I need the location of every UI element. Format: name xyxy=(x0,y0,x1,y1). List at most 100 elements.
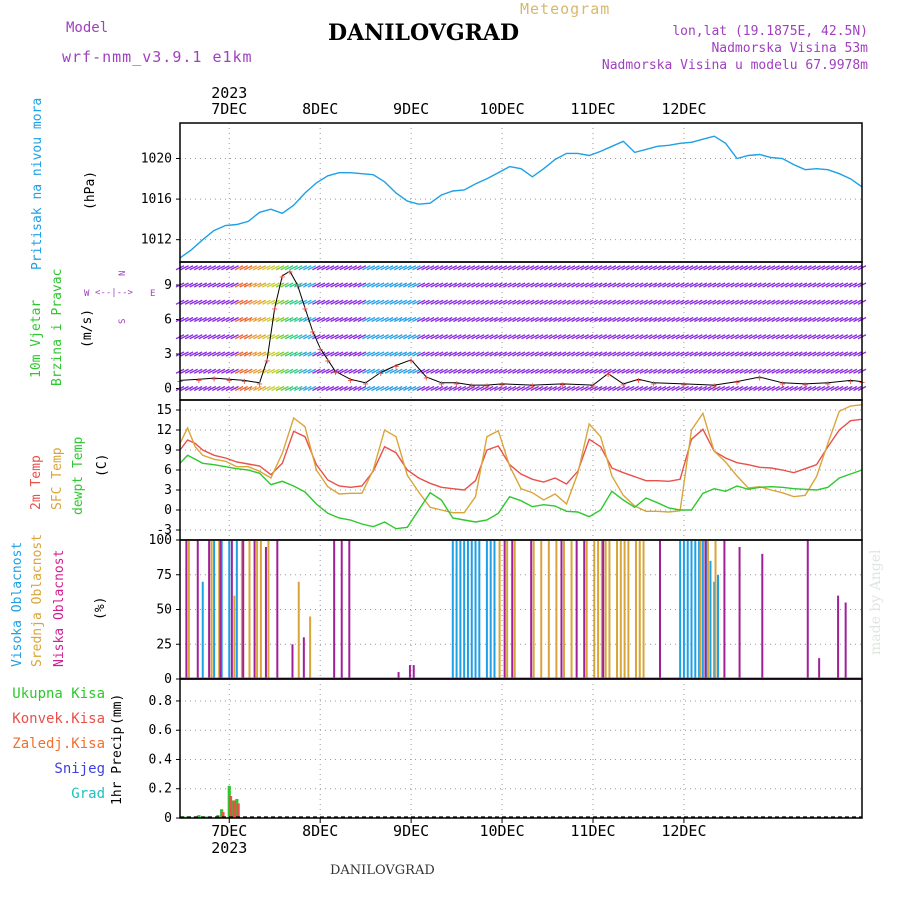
wind-barb xyxy=(207,265,217,271)
wind-barb xyxy=(389,334,398,340)
wind-barb xyxy=(748,282,758,288)
wind-speed-marker: + xyxy=(620,380,626,391)
wind-barb xyxy=(543,316,553,323)
wind-barb xyxy=(212,265,221,271)
wind-barb xyxy=(648,316,658,323)
wind-barb xyxy=(821,299,830,305)
wind-barb xyxy=(689,316,699,323)
wind-barb xyxy=(521,282,530,288)
wind-speed-marker: + xyxy=(848,376,854,387)
wind-barb xyxy=(725,368,735,374)
wind-barb xyxy=(716,334,726,340)
wind-barb xyxy=(616,316,626,323)
wind-barb xyxy=(698,368,708,374)
wind-barb xyxy=(789,282,799,288)
wind-barb xyxy=(325,299,335,305)
wind-barb xyxy=(407,368,417,374)
wind-barb xyxy=(625,351,635,357)
wind-barb xyxy=(189,265,198,271)
wind-barb xyxy=(698,351,708,357)
wind-barb xyxy=(421,385,430,392)
wind-barb xyxy=(757,368,767,374)
wind-barb xyxy=(516,368,526,374)
wind-barb xyxy=(730,368,739,374)
wind-barb xyxy=(534,385,544,392)
wind-barb xyxy=(493,351,503,357)
wind-barb xyxy=(784,299,794,305)
wind-barb xyxy=(371,316,380,323)
wind-barb xyxy=(748,316,758,323)
wind-barb xyxy=(771,299,780,305)
wind-barb xyxy=(321,265,330,271)
wind-barb xyxy=(744,265,753,271)
wind-barb xyxy=(453,316,462,323)
wind-barb xyxy=(739,299,749,305)
wind-barb xyxy=(389,316,398,323)
wind-barb xyxy=(489,282,499,288)
wind-barb xyxy=(775,282,785,288)
wind-barb xyxy=(675,316,685,323)
wind-barb xyxy=(234,351,244,357)
wind-barb xyxy=(284,299,294,305)
ytick-label-cloud: 0 xyxy=(164,672,172,687)
wind-barb xyxy=(312,351,321,357)
wind-barb xyxy=(339,351,348,357)
wind-barb xyxy=(284,265,294,271)
wind-barb xyxy=(757,385,767,392)
wind-barb xyxy=(539,265,549,271)
wind-barb xyxy=(684,316,694,323)
xtick-bottom-label: 10DEC xyxy=(479,822,524,840)
wind-barb xyxy=(753,316,762,323)
wind-barb xyxy=(621,316,630,323)
wind-barb xyxy=(453,282,462,288)
wind-barb xyxy=(675,282,685,288)
wind-barb xyxy=(234,334,244,340)
compass-w: W xyxy=(84,289,90,299)
wind-barb xyxy=(771,282,780,288)
wind-barb xyxy=(621,265,630,271)
wind-barb xyxy=(248,368,258,374)
wind-barb xyxy=(357,299,367,305)
wind-barb xyxy=(657,368,667,374)
wind-barb xyxy=(380,385,389,392)
wind-barb xyxy=(794,385,803,392)
wind-barb xyxy=(644,368,653,374)
wind-barb xyxy=(412,316,421,323)
wind-barb xyxy=(357,334,367,340)
wind-barb xyxy=(212,368,221,374)
year-top-label: 2023 xyxy=(211,84,247,102)
wind-barb xyxy=(566,334,576,340)
wind-barb xyxy=(762,282,771,288)
wind-barb xyxy=(425,282,435,288)
xtick-bottom-label: 11DEC xyxy=(570,822,615,840)
wind-barb xyxy=(844,385,853,392)
wind-barb xyxy=(193,368,203,374)
wind-barb xyxy=(212,282,221,288)
wind-barb xyxy=(425,368,435,374)
wind-barb xyxy=(362,316,371,323)
wind-barb xyxy=(343,385,353,392)
wind-barb xyxy=(662,316,671,323)
wind-barb xyxy=(234,368,244,374)
wind-barb xyxy=(225,334,235,340)
wind-barb xyxy=(598,282,608,288)
wind-barb xyxy=(562,316,571,323)
wind-barb xyxy=(634,385,644,392)
wind-barb xyxy=(571,299,580,305)
compass-e: E xyxy=(150,289,156,299)
wind-barb xyxy=(707,282,717,288)
wind-barb xyxy=(684,351,694,357)
wind-barb xyxy=(816,368,826,374)
wind-barb xyxy=(657,299,667,305)
wind-barb xyxy=(262,351,271,357)
wind-barb xyxy=(634,368,644,374)
wind-barb xyxy=(493,334,503,340)
wind-barb xyxy=(621,299,630,305)
wind-barb xyxy=(703,351,712,357)
wind-barb xyxy=(393,299,403,305)
wind-barb xyxy=(348,334,358,340)
wind-barb xyxy=(221,334,230,340)
wind-barb xyxy=(575,385,585,392)
ytick-label-pressure: 1016 xyxy=(141,192,172,207)
wind-barb xyxy=(189,385,198,392)
